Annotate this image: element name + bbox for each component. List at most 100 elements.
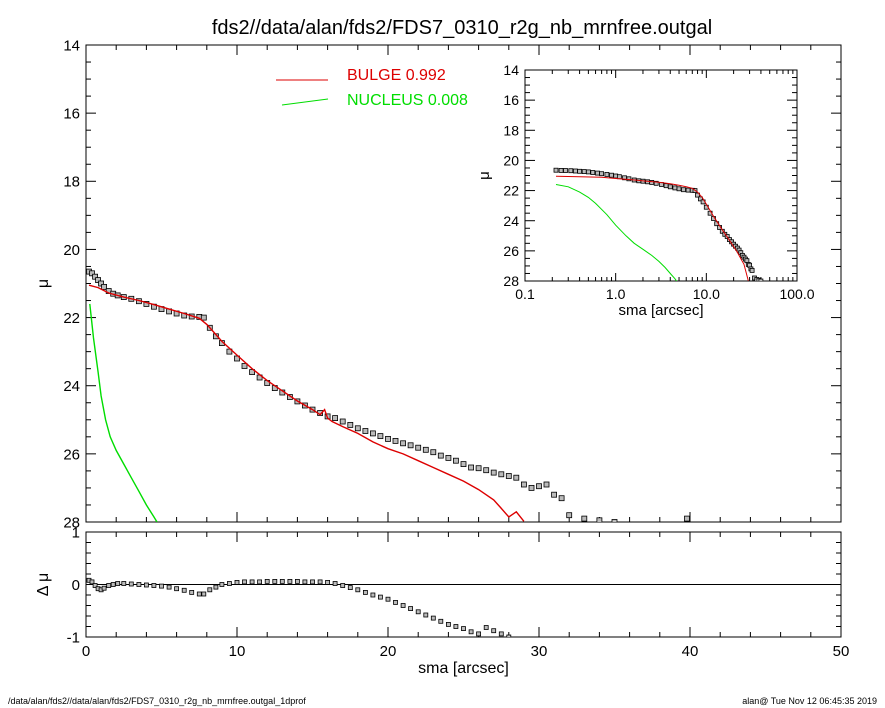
main-data-point	[445, 454, 452, 461]
main-data-point	[392, 437, 399, 444]
residual-plot-area	[86, 577, 512, 637]
residual-data-point	[347, 585, 353, 590]
footer-left: /data/alan/fds2//data/alan/fds2/FDS7_031…	[8, 696, 306, 706]
inset-data-point	[676, 186, 682, 192]
inset-data-point	[577, 168, 582, 174]
residual-data-point	[174, 586, 180, 592]
inset-y-tick-label: 16	[503, 92, 519, 108]
residual-data-point	[272, 579, 278, 584]
inset-x-axis-label: sma [arcsec]	[618, 302, 703, 319]
residual-y-tick-label: -1	[67, 629, 80, 646]
inset-data-point	[609, 172, 614, 178]
residual-data-point	[110, 582, 116, 587]
residual-x-axis-label: sma [arcsec]	[418, 660, 509, 677]
main-data-point	[249, 369, 256, 376]
residual-x-tick-label: 20	[380, 643, 397, 660]
inset-data-point	[568, 168, 574, 174]
residual-data-point	[370, 592, 376, 598]
main-data-point	[452, 457, 459, 464]
main-y-tick-label: 26	[63, 446, 80, 463]
inset-y-tick-label: 22	[503, 183, 519, 199]
residual-x-tick-label: 50	[833, 643, 850, 660]
main-data-point	[596, 517, 603, 522]
inset-data-point	[698, 196, 703, 202]
main-data-point	[400, 440, 407, 447]
main-data-point	[528, 484, 535, 491]
residual-data-point	[453, 624, 459, 629]
residual-x-tick-label: 40	[682, 643, 699, 660]
inset-y-axis-label: μ	[476, 171, 493, 180]
inset-data-point	[653, 180, 659, 186]
main-data-point	[490, 469, 497, 476]
main-data-point	[407, 442, 414, 449]
inset-y-tick-label: 28	[503, 273, 519, 289]
main-data-point	[200, 314, 207, 321]
inset-data-point	[622, 175, 627, 181]
inset-data-point	[590, 170, 596, 175]
inset-y-tick-label: 20	[503, 152, 519, 168]
inset-x-tick-label: 0.1	[515, 286, 535, 302]
inset-data-point	[667, 184, 673, 190]
inset-data-point	[604, 171, 610, 177]
residual-data-point	[294, 579, 300, 584]
inset-data-point	[599, 171, 604, 177]
residual-data-point	[89, 579, 95, 585]
inset-data-point	[558, 167, 564, 173]
residual-data-point	[249, 579, 255, 585]
inset-nucleus-line	[555, 184, 678, 281]
residual-data-point	[219, 582, 225, 587]
residual-data-point	[166, 584, 172, 590]
residual-data-point	[506, 634, 512, 637]
inset-x-tick-label: 10.0	[693, 286, 720, 302]
inset-data-point	[595, 170, 600, 176]
main-data-point	[581, 515, 588, 522]
residual-y-axis-label: Δ μ	[35, 573, 52, 596]
main-y-tick-label: 20	[63, 242, 80, 259]
residual-data-point	[483, 625, 489, 630]
inset-panel: 0.1 1.0 10.0 100.0 14 16 18 20 22 24 26 28 μ sma [arc…	[476, 62, 815, 319]
residual-y-tick-label: 1	[72, 524, 80, 541]
residual-data-point	[287, 579, 293, 584]
residual-data-point	[115, 581, 121, 586]
main-data-point	[98, 280, 104, 287]
inset-data-point	[663, 183, 669, 189]
residual-data-point	[468, 629, 474, 635]
main-data-point	[513, 474, 520, 481]
residual-data-point	[106, 583, 112, 588]
inset-data-point	[685, 187, 691, 193]
main-data-point	[505, 473, 512, 479]
main-data-point	[92, 273, 98, 280]
main-y-tick-label: 28	[63, 514, 80, 531]
residual-data-point	[159, 583, 164, 589]
main-y-tick-label: 18	[63, 174, 80, 191]
main-y-tick-label: 24	[63, 378, 80, 395]
residual-data-point	[136, 582, 142, 587]
inset-data-point	[573, 168, 578, 174]
inset-data-point	[681, 187, 686, 193]
residual-data-point	[257, 579, 263, 585]
main-data-point	[339, 418, 346, 425]
residual-data-point	[128, 581, 134, 587]
inset-bulge-line	[555, 175, 749, 281]
main-data-point	[566, 512, 573, 519]
inset-x-tick-label: 100.0	[779, 286, 814, 302]
residual-data-point	[101, 585, 107, 591]
main-data-point	[354, 425, 361, 432]
main-plot-area	[86, 268, 690, 522]
residual-data-point	[498, 631, 504, 637]
residual-data-point	[430, 615, 436, 621]
residual-data-point	[332, 581, 338, 586]
residual-data-point	[476, 631, 482, 637]
residual-data-point	[196, 591, 202, 597]
inset-plot-area	[553, 167, 764, 281]
main-data-point	[460, 461, 467, 468]
main-data-point	[95, 277, 101, 284]
residual-data-point	[234, 580, 240, 585]
residual-data-point	[189, 590, 195, 595]
main-data-point	[422, 446, 429, 453]
residual-data-point	[201, 591, 207, 597]
main-nucleus-line	[89, 303, 158, 522]
residual-data-point	[377, 594, 383, 600]
residual-y-tick-label: 0	[72, 577, 80, 594]
